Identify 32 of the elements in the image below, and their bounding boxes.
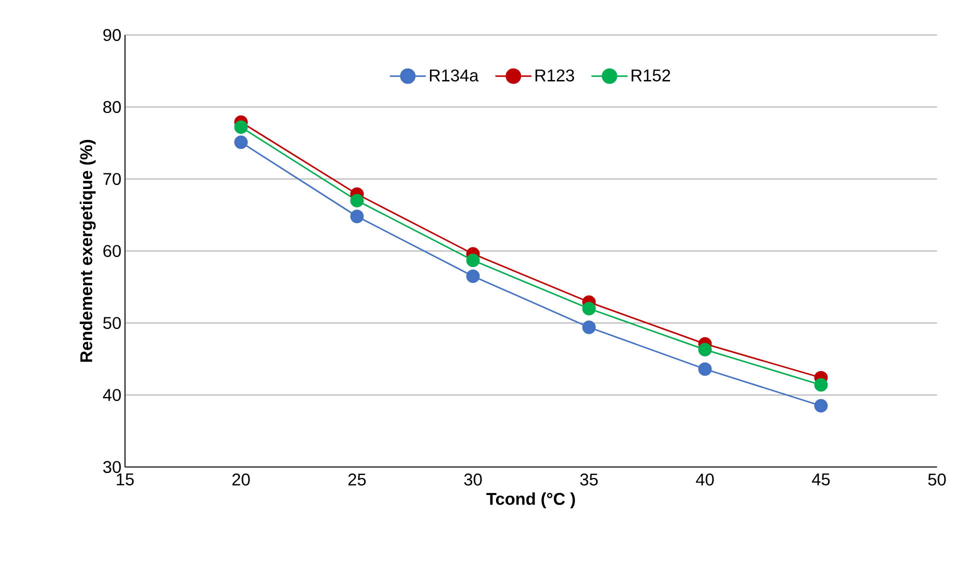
point: [466, 269, 480, 283]
point: [698, 342, 712, 356]
y-tick-label: 50: [103, 316, 121, 330]
legend-label: R123: [536, 69, 574, 82]
point: [698, 362, 712, 376]
x-tick-label: 30: [464, 474, 482, 486]
x-tick-label: 40: [696, 474, 714, 486]
point: [582, 320, 596, 334]
point: [814, 378, 828, 392]
legend-label: R134a: [430, 69, 479, 82]
point: [466, 254, 480, 268]
x-tick-label: 50: [928, 474, 946, 486]
x-axis-title: Tcond (°C ): [486, 492, 575, 508]
x-tick-label: 20: [232, 474, 250, 486]
y-tick-label: 40: [102, 388, 121, 402]
y-tick-label: 30: [103, 460, 121, 474]
y-tick-label: 80: [103, 100, 121, 114]
x-tick-label: 15: [116, 474, 134, 486]
y-tick-label: 70: [103, 172, 121, 186]
point: [582, 302, 596, 316]
point: [350, 210, 364, 224]
x-tick-label: 35: [580, 474, 598, 486]
x-tick-label: 25: [348, 474, 366, 486]
y-tick-label: 60: [103, 244, 121, 258]
point: [234, 120, 248, 134]
legend-label: R152: [632, 69, 670, 82]
point: [234, 136, 248, 150]
y-tick-label: 90: [103, 28, 121, 42]
y-axis-title: Rendement exergetique (%): [80, 140, 96, 362]
point: [814, 399, 828, 413]
point: [350, 194, 364, 208]
x-tick-label: 45: [812, 474, 830, 486]
